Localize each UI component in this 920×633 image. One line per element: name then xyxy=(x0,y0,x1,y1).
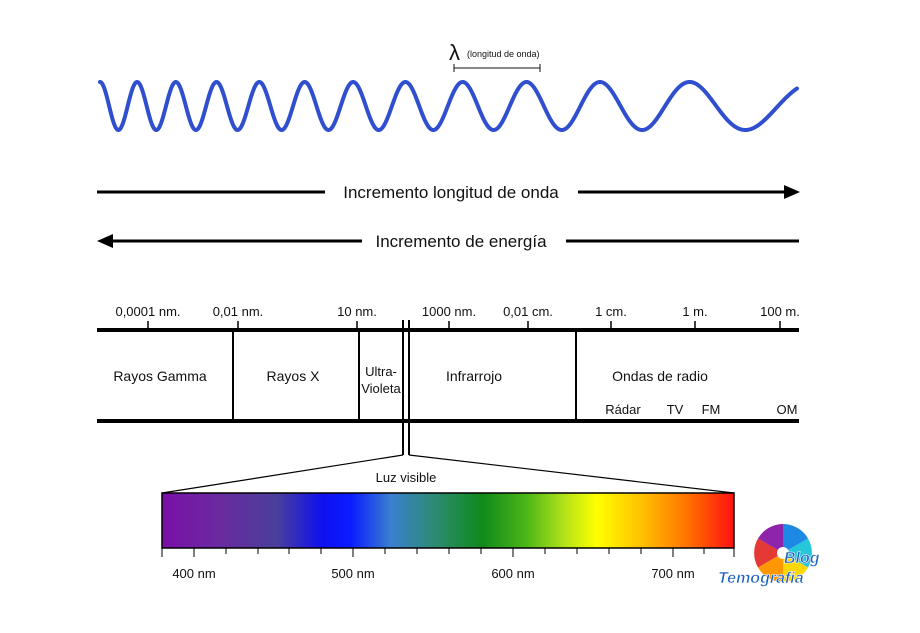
radio-sub-label: FM xyxy=(702,402,721,417)
visible-zoom-lines xyxy=(161,454,735,494)
scale-tick-label: 10 nm. xyxy=(337,304,377,319)
region-infrared-label: Infrarrojo xyxy=(446,368,502,384)
scale-tick-label: 0,0001 nm. xyxy=(115,304,180,319)
visible-scale-ticks xyxy=(161,548,735,557)
region-xray-label: Rayos X xyxy=(267,368,321,384)
blog-logo: Blog Temografia xyxy=(718,524,820,587)
visible-spectrum-bar xyxy=(161,492,735,549)
spectrum-band xyxy=(97,320,799,455)
visible-light-label: Luz visible xyxy=(376,470,437,485)
energy-arrow-label: Incremento de energía xyxy=(375,232,547,251)
radio-sub-label: Rádar xyxy=(605,402,641,417)
wave-curve xyxy=(98,79,799,133)
region-radio-label: Ondas de radio xyxy=(612,368,708,384)
region-uv-label-line2: Violeta xyxy=(361,381,401,396)
visible-tick-label: 600 nm xyxy=(491,566,534,581)
visible-tick-label: 500 nm xyxy=(331,566,374,581)
scale-tick-label: 0,01 nm. xyxy=(213,304,264,319)
lambda-span-marker xyxy=(453,64,541,72)
wavelength-arrow xyxy=(97,185,800,199)
scale-tick-label: 100 m. xyxy=(760,304,800,319)
aperture-icon xyxy=(754,524,812,582)
region-uv-label-line1: Ultra- xyxy=(365,364,397,379)
lambda-symbol: λ xyxy=(449,40,460,65)
wavelength-arrow-label: Incremento longitud de onda xyxy=(343,183,559,202)
visible-tick-label: 700 nm xyxy=(651,566,694,581)
scale-tick-label: 0,01 cm. xyxy=(503,304,553,319)
logo-line2: Temografia xyxy=(718,570,804,587)
scale-tick-label: 1 cm. xyxy=(595,304,627,319)
energy-arrow xyxy=(97,234,799,248)
lambda-label: (longitud de onda) xyxy=(467,49,540,59)
radio-sub-label: TV xyxy=(667,402,684,417)
radio-sub-label: OM xyxy=(777,402,798,417)
wavelength-scale: 0,0001 nm. 0,01 nm. 10 nm. 1000 nm. 0,01… xyxy=(115,304,800,330)
scale-tick-label: 1 m. xyxy=(682,304,707,319)
scale-tick-label: 1000 nm. xyxy=(422,304,476,319)
region-gamma-label: Rayos Gamma xyxy=(113,368,207,384)
visible-tick-label: 400 nm xyxy=(172,566,215,581)
logo-line1: Blog xyxy=(784,550,820,567)
